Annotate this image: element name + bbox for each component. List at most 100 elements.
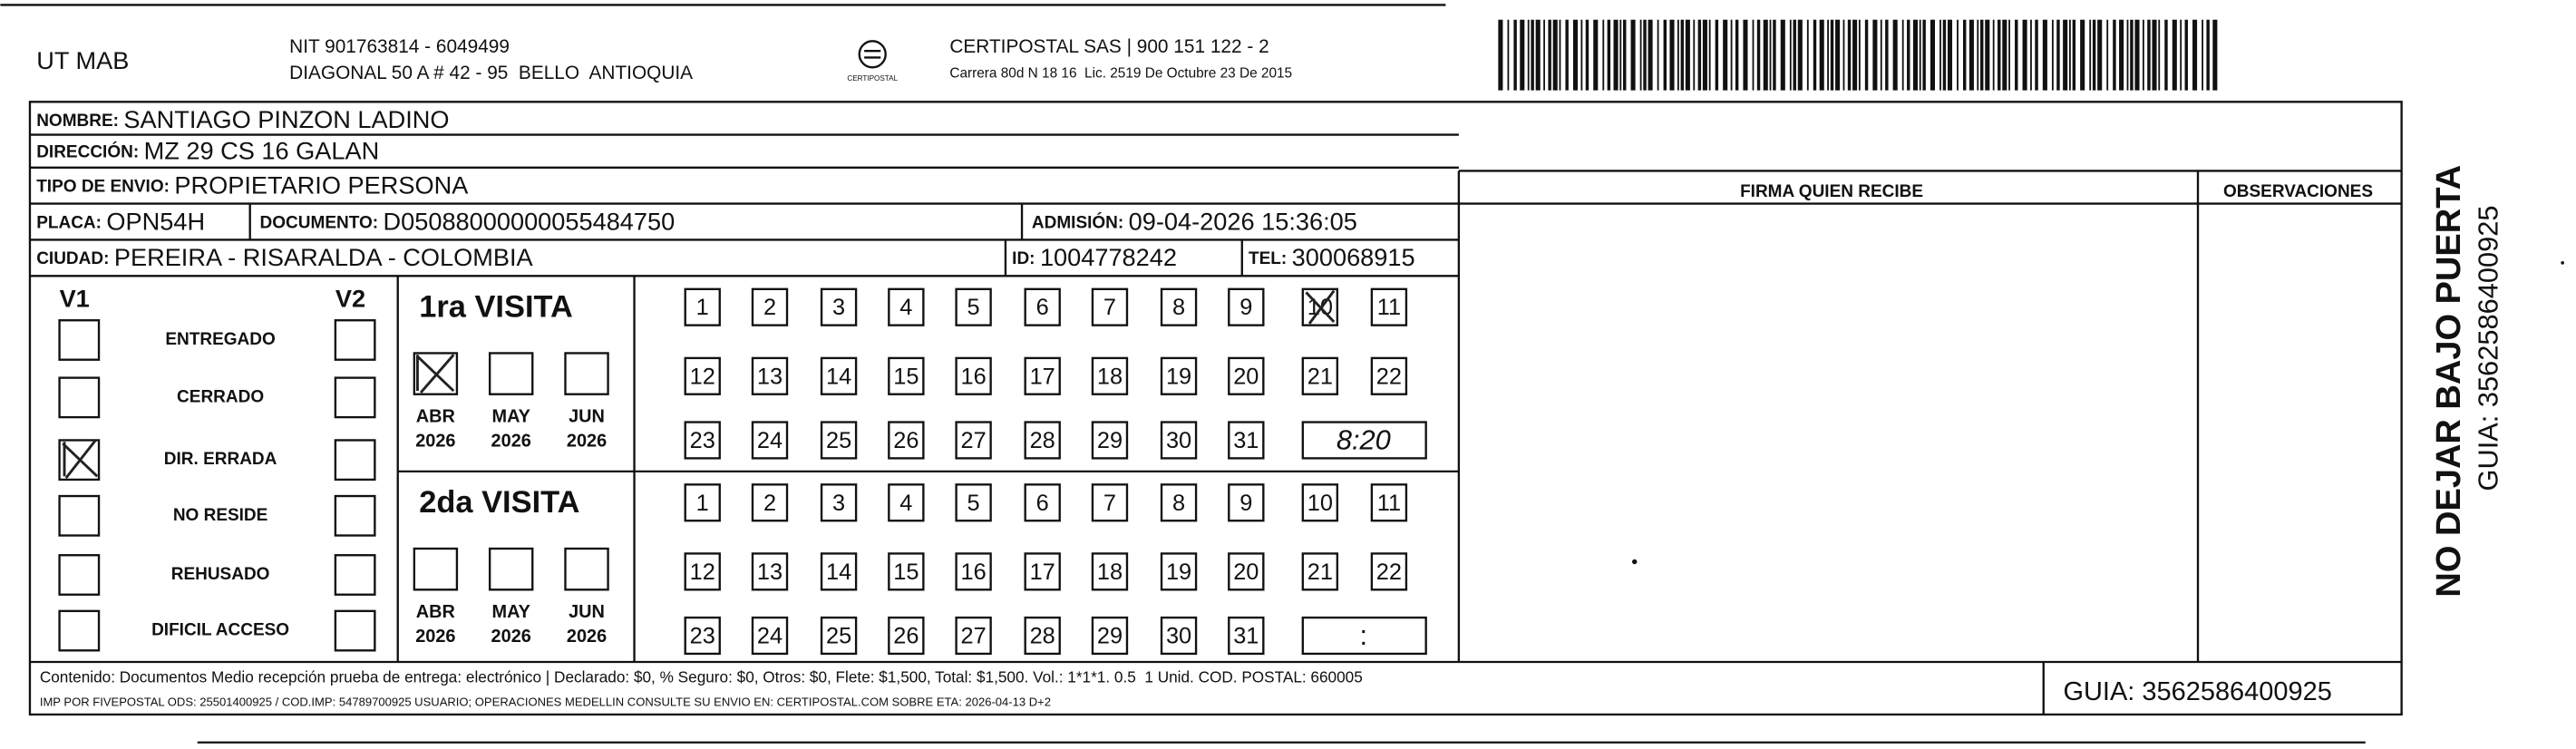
day-box [820, 356, 858, 395]
month-year: 2026 [491, 432, 531, 452]
day-number: 23 [690, 624, 715, 649]
day-box [751, 356, 789, 395]
month-label: JUN [569, 602, 605, 622]
barcode-bar [1535, 19, 1541, 91]
month-year: 2026 [567, 432, 607, 452]
day-number: 17 [1030, 559, 1055, 585]
barcode-bar [1693, 19, 1696, 91]
day-number: 28 [1030, 428, 1055, 453]
field-label: TEL: [1249, 249, 1287, 268]
field-value: MZ 29 CS 16 GALAN [144, 137, 380, 165]
day-number: 2 [763, 491, 776, 516]
day-number: 9 [1239, 491, 1252, 516]
barcode-bar [1763, 19, 1768, 91]
barcode-bar [1527, 19, 1530, 91]
day-number: 1 [696, 491, 709, 516]
day-box [1228, 421, 1265, 460]
barcode-bar [1793, 19, 1796, 91]
field-city: CIUDAD: PEREIRA - RISARALDA - COLOMBIA [36, 243, 533, 271]
barcode-bar [1743, 19, 1748, 91]
barcode-bar [1773, 19, 1776, 91]
day-number: 28 [1030, 624, 1055, 649]
day-number: 26 [893, 428, 919, 453]
barcode-bar [1619, 19, 1622, 91]
field-admission: ADMISIÓN: 09-04-2026 15:36:05 [1032, 208, 1357, 236]
frame [28, 101, 2564, 744]
day-box [751, 287, 789, 326]
barcode-bar [1513, 19, 1517, 91]
v1-label: V1 [60, 285, 90, 313]
day-box [1370, 356, 1408, 395]
day-box [1024, 552, 1061, 591]
day-box [684, 287, 721, 326]
day-number: 25 [826, 428, 851, 453]
barcode-bar [1565, 19, 1569, 91]
day-number: 3 [832, 491, 845, 516]
field-label: DOCUMENTO: [260, 213, 379, 232]
status-label: REHUSADO [171, 565, 270, 584]
v2-label: V2 [335, 285, 365, 313]
day-number: 1 [696, 295, 709, 320]
barcode-bar [1580, 19, 1583, 91]
day-box [888, 421, 925, 460]
day-number: 30 [1166, 428, 1191, 453]
day-number: 12 [690, 559, 715, 585]
month-year: 2026 [415, 432, 455, 452]
day-box [1301, 356, 1339, 395]
day-box [684, 616, 721, 656]
day-box [1091, 421, 1129, 460]
barcode-bar [1702, 19, 1707, 91]
day-number: 22 [1376, 559, 1402, 585]
barcode-bar [1827, 19, 1829, 91]
barcode-bar [1520, 19, 1525, 91]
day-box [820, 421, 858, 460]
day-number: 24 [757, 624, 783, 649]
barcode-bar [2113, 19, 2116, 91]
barcode-bar [1730, 19, 1733, 91]
v2-checkbox [334, 554, 376, 596]
barcode-bar [1769, 19, 1772, 91]
barcode-bar [1912, 19, 1918, 91]
barcode-bar [1602, 19, 1605, 91]
day-number: 21 [1307, 364, 1333, 389]
barcode-bar [2089, 19, 2092, 91]
logo-text: CERTIPOSTAL [847, 74, 898, 83]
day-box [888, 616, 925, 656]
day-box [1091, 616, 1129, 656]
day-box [1024, 287, 1061, 326]
day-box [1301, 552, 1339, 591]
barcode [1498, 19, 2218, 91]
barcode-bar [1842, 19, 1845, 91]
day-number: 9 [1239, 295, 1252, 320]
company: UT MAB [36, 46, 129, 74]
day-box [1160, 356, 1198, 395]
day-number: 29 [1097, 428, 1123, 453]
barcode-bar [1806, 19, 1809, 91]
month-checkbox [413, 547, 459, 591]
side-notice: NO DEJAR BAJO PUERTA [2430, 165, 2468, 598]
day-box [820, 287, 858, 326]
barcode-bar [1977, 19, 1979, 91]
day-number: 15 [893, 559, 919, 585]
barcode-bar [1985, 19, 1990, 91]
field-plate: PLACA: OPN54H [36, 208, 205, 236]
barcode-bar [2002, 19, 2007, 91]
barcode-bar [1892, 19, 1898, 91]
barcode-bar [1657, 19, 1659, 91]
field-label: ID: [1012, 249, 1035, 268]
barcode-bar [2164, 19, 2168, 91]
day-number: 5 [967, 295, 980, 320]
hand-mark [416, 354, 455, 394]
field-value: 300068915 [1292, 243, 1415, 271]
day-box [1228, 616, 1265, 656]
day-box [888, 356, 925, 395]
barcode-bar [2035, 19, 2038, 91]
day-box [684, 356, 721, 395]
barcode-bar [1980, 19, 1984, 91]
time-value: : [1360, 619, 1368, 651]
day-box [955, 483, 992, 522]
barcode-bar [2069, 19, 2071, 91]
field-label: ADMISIÓN: [1032, 212, 1123, 232]
day-number: 17 [1030, 364, 1055, 389]
